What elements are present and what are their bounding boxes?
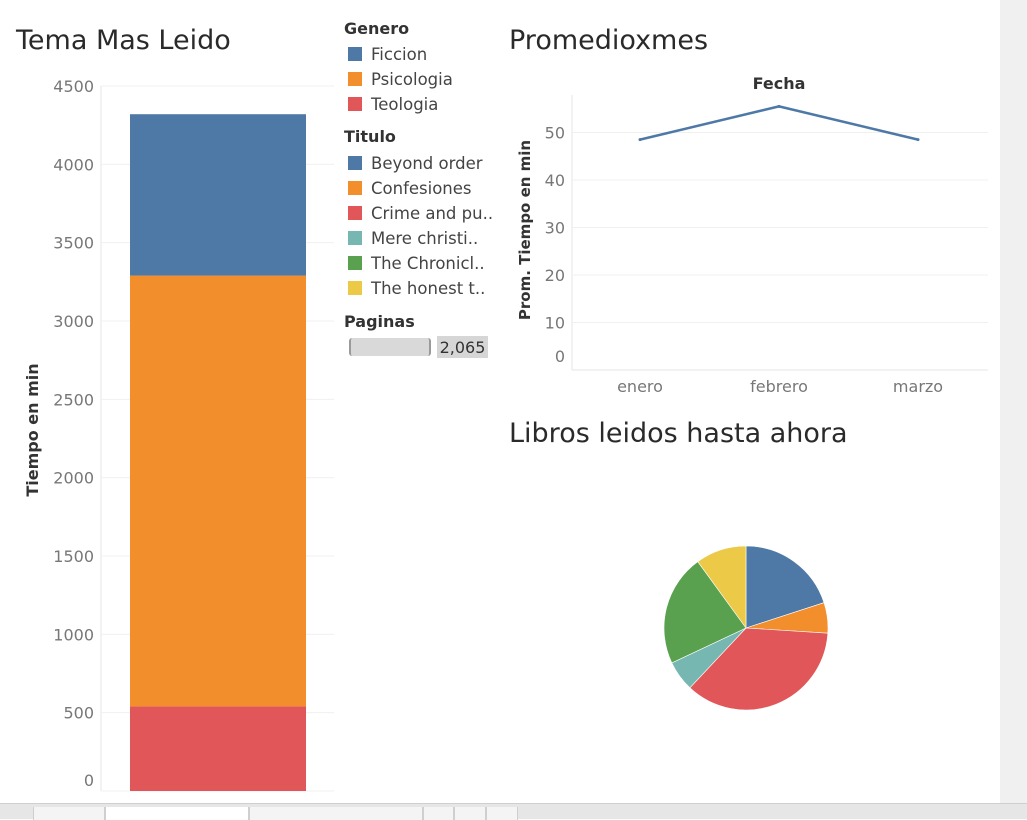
sheet-tab[interactable]	[249, 807, 423, 820]
y-tick-label: 4500	[53, 77, 94, 96]
data-point	[917, 138, 920, 141]
y-tick-label: 500	[63, 704, 94, 723]
legend-swatch	[348, 281, 362, 295]
legend-item-teologia[interactable]: Teologia	[348, 93, 438, 115]
y-tick-label: 3500	[53, 234, 94, 253]
sheet-tab[interactable]	[423, 807, 454, 820]
sheet-tab[interactable]	[486, 807, 518, 820]
sheet-tab[interactable]	[33, 807, 105, 820]
y-tick-label: 40	[545, 171, 565, 190]
legend-titulo-title: Titulo	[344, 127, 396, 146]
x-tick-label: enero	[617, 377, 663, 396]
legend-label: The Chronicl..	[371, 254, 485, 273]
paginas-value-label: 2,065	[437, 336, 488, 358]
sheet-tab-active[interactable]	[105, 807, 249, 820]
pie-chart	[646, 528, 846, 728]
line-chart: 0 10 20 30 40 50 Prom. Tiempo en min Fecha enero…	[500, 0, 1000, 400]
data-point	[778, 105, 781, 108]
y-tick-label: 1000	[53, 625, 94, 644]
legend-swatch	[348, 47, 362, 61]
legend-label: Crime and pu..	[371, 204, 493, 223]
legend-item-mere-christianity[interactable]: Mere christi..	[348, 227, 478, 249]
legend-item-confesiones[interactable]: Confesiones	[348, 177, 472, 199]
y-tick-label: 0	[84, 771, 94, 790]
legend-item-the-honest-truth[interactable]: The honest t..	[348, 277, 485, 299]
x-tick-label: marzo	[893, 377, 943, 396]
legend-swatch	[348, 72, 362, 86]
sheet-tab[interactable]	[454, 807, 486, 820]
legend-swatch	[348, 156, 362, 170]
legend-item-crime-and-punishment[interactable]: Crime and pu..	[348, 202, 493, 224]
legend-item-ficcion[interactable]: Ficcion	[348, 43, 427, 65]
legend-label: Beyond order	[371, 154, 483, 173]
x-tick-label: febrero	[750, 377, 808, 396]
legend-swatch	[348, 97, 362, 111]
y-axis-label: Tiempo en min	[23, 363, 42, 496]
legend-swatch	[348, 231, 362, 245]
legend-swatch	[348, 256, 362, 270]
bar-chart: 0 500 1000 1500 2000 2500 3000 3500 4000 4500 Tiem…	[0, 0, 340, 803]
y-tick-label: 0	[555, 347, 565, 366]
legend-item-psicologia[interactable]: Psicologia	[348, 68, 453, 90]
y-tick-label: 3000	[53, 312, 94, 331]
bar-segment	[130, 114, 306, 275]
y-axis-label: Prom. Tiempo en min	[516, 140, 534, 320]
legend-label: Ficcion	[371, 45, 427, 64]
paginas-size-slider[interactable]	[349, 338, 431, 356]
y-tick-label: 1500	[53, 547, 94, 566]
legend-label: Psicologia	[371, 70, 453, 89]
y-tick-label: 50	[545, 124, 565, 143]
legend-item-beyond-order[interactable]: Beyond order	[348, 152, 483, 174]
sheet-tab-bar	[0, 803, 1027, 819]
right-gutter	[1000, 0, 1027, 803]
series-line	[640, 106, 918, 139]
legend-label: Mere christi..	[371, 229, 478, 248]
y-tick-label: 4000	[53, 155, 94, 174]
bar-segment	[130, 276, 306, 707]
legend-label: The honest t..	[371, 279, 485, 298]
y-tick-label: 20	[545, 266, 565, 285]
pie-chart-title: Libros leidos hasta ahora	[509, 418, 848, 449]
y-tick-label: 10	[545, 314, 565, 333]
y-tick-label: 2000	[53, 469, 94, 488]
dashboard-sheet: Tema Mas Leido Promedioxmes Libros leido…	[0, 0, 1000, 803]
legend-swatch	[348, 206, 362, 220]
legend-paginas-title: Paginas	[344, 312, 415, 331]
legend-item-the-chronicles[interactable]: The Chronicl..	[348, 252, 485, 274]
bar-segment	[130, 706, 306, 791]
legend-swatch	[348, 181, 362, 195]
x-axis-title: Fecha	[753, 74, 806, 93]
legend-label: Confesiones	[371, 179, 472, 198]
data-point	[639, 138, 642, 141]
legend-label: Teologia	[371, 95, 438, 114]
y-tick-label: 30	[545, 219, 565, 238]
legend-genero-title: Genero	[344, 19, 409, 38]
y-tick-label: 2500	[53, 390, 94, 409]
